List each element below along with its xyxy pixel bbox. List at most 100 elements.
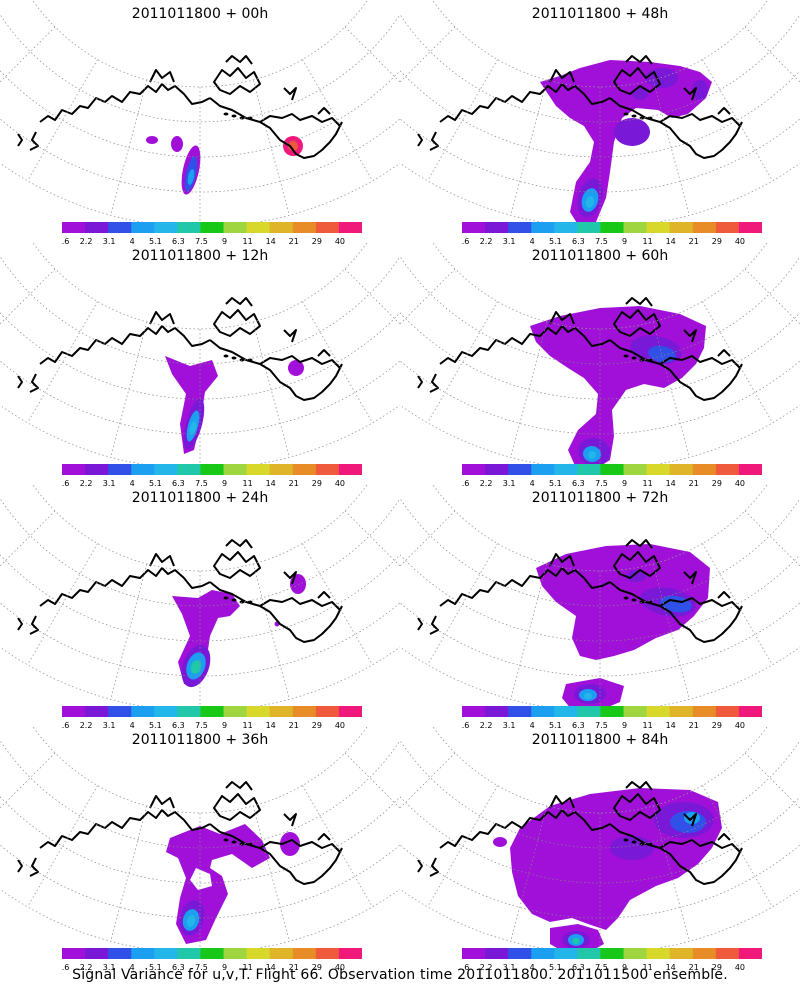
colorbar-tick-label: 7.5: [195, 963, 208, 972]
colorbar-swatch: [223, 706, 248, 717]
colorbar-swatch: [200, 222, 225, 233]
colorbar-tick-label: 1.6: [62, 721, 69, 730]
colorbar-tick-label: 21: [289, 479, 299, 488]
colorbar-swatch: [62, 706, 86, 717]
colorbar-swatch: [338, 222, 362, 233]
colorbar-swatch: [646, 706, 671, 717]
colorbar-swatch: [177, 706, 201, 717]
colorbar-tick-label: 21: [289, 237, 299, 246]
variance-contour: [588, 451, 596, 459]
variance-field: [165, 356, 304, 454]
variance-contour: [610, 836, 654, 860]
variance-contour: [146, 136, 158, 144]
colorbar-tick-label: 11: [243, 963, 253, 972]
colorbar-swatch: [108, 464, 132, 475]
colorbar-swatch: [223, 222, 248, 233]
map-panel-00h: 2011011800 + 00h 1.62.23.145.16.37.59111…: [0, 0, 400, 246]
colorbar-tick-label: 9: [622, 237, 627, 246]
colorbar-tick-label: 29: [312, 963, 322, 972]
colorbar-swatch: [531, 948, 555, 959]
colorbar-tick-label: 1.6: [462, 963, 469, 972]
colorbar-swatch: [623, 464, 648, 475]
figure-caption: Signal Variance for u,v,T. Flight 66. Ob…: [72, 967, 728, 983]
map-panel-48h: 2011011800 + 48h 1.62.23.145.16.37.59111…: [400, 0, 800, 246]
colorbar-swatch: [246, 222, 271, 233]
colorbar-swatch: [531, 464, 555, 475]
colorbar-swatch: [462, 464, 486, 475]
colorbar-tick-label: 4: [530, 237, 535, 246]
colorbar-tick-label: 4: [130, 479, 135, 488]
colorbar-swatch: [246, 948, 271, 959]
colorbar-tick-label: 7.5: [595, 479, 608, 488]
colorbar-tick-label: 2.2: [480, 963, 493, 972]
colorbar-tick-label: 3.1: [103, 963, 116, 972]
variance-map: [400, 484, 800, 712]
map-graticule: [0, 484, 400, 712]
colorbar-swatch: [577, 948, 601, 959]
variance-map: [400, 242, 800, 470]
variance-contour: [523, 869, 533, 875]
colorbar-tick-label: 3.1: [103, 237, 116, 246]
colorbar-legend: 1.6 2.2 3.1 4 5.1 6.3 7.5 9 11 14 21 29 40: [462, 706, 762, 730]
panel-title: 2011011800 + 36h: [131, 732, 269, 748]
colorbar-swatch: [577, 222, 601, 233]
colorbar-swatch: [315, 706, 340, 717]
colorbar-legend: 1.6 2.2 3.1 4 5.1 6.3 7.5 9 11 14 21 29 40: [62, 948, 362, 972]
colorbar-tick-label: 9: [222, 721, 227, 730]
variance-contour: [280, 832, 300, 856]
colorbar-swatch: [177, 948, 201, 959]
colorbar-tick-label: 40: [335, 963, 345, 972]
colorbar-tick-label: 3.1: [503, 721, 516, 730]
colorbar-swatch: [692, 706, 717, 717]
colorbar-swatch: [108, 222, 132, 233]
colorbar-swatch: [554, 706, 578, 717]
colorbar-swatch: [223, 464, 248, 475]
colorbar-swatch: [269, 464, 294, 475]
colorbar-swatch: [223, 948, 248, 959]
colorbar-tick-label: 21: [689, 963, 699, 972]
colorbar-tick-label: 14: [266, 237, 276, 246]
colorbar-legend: 1.6 2.2 3.1 4 5.1 6.3 7.5 9 11 14 21 29 40: [462, 948, 762, 972]
colorbar-swatch: [554, 222, 578, 233]
colorbar-swatch: [462, 706, 486, 717]
colorbar-swatch: [554, 948, 578, 959]
colorbar-tick-label: 29: [712, 721, 722, 730]
colorbar-tick-label: 4: [130, 963, 135, 972]
panel-title: 2011011800 + 60h: [531, 248, 669, 264]
colorbar-swatch: [715, 222, 740, 233]
colorbar-swatch: [738, 464, 762, 475]
colorbar-swatch: [292, 948, 317, 959]
colorbar-swatch: [738, 222, 762, 233]
colorbar-tick-label: 14: [666, 479, 676, 488]
variance-field: [172, 574, 306, 688]
colorbar-tick-label: 1.6: [62, 237, 69, 246]
colorbar-tick-label: 1.6: [462, 721, 469, 730]
colorbar-tick-label: 6.3: [172, 479, 185, 488]
colorbar-tick-label: 5.1: [149, 479, 162, 488]
colorbar-swatch: [85, 222, 109, 233]
colorbar-tick-label: 29: [312, 721, 322, 730]
colorbar-swatch: [131, 464, 155, 475]
colorbar-tick-label: 2.2: [480, 237, 493, 246]
colorbar-legend: 1.6 2.2 3.1 4 5.1 6.3 7.5 9 11 14 21 29 40: [62, 464, 362, 488]
variance-contour: [493, 837, 507, 847]
colorbar-tick-label: 3.1: [103, 479, 116, 488]
colorbar-swatch: [154, 222, 178, 233]
colorbar-swatch: [108, 706, 132, 717]
colorbar-tick-label: 14: [266, 963, 276, 972]
colorbar-swatch: [669, 706, 694, 717]
colorbar-swatch: [62, 222, 86, 233]
variance-map: [400, 726, 800, 954]
colorbar-tick-label: 7.5: [595, 963, 608, 972]
colorbar-tick-label: 2.2: [480, 721, 493, 730]
variance-map: [400, 0, 800, 228]
panel-title: 2011011800 + 00h: [131, 6, 269, 22]
colorbar-swatch: [669, 464, 694, 475]
colorbar-tick-label: 1.6: [462, 479, 469, 488]
colorbar-tick-label: 21: [689, 721, 699, 730]
colorbar-tick-label: 6.3: [172, 721, 185, 730]
colorbar-tick-label: 40: [735, 237, 745, 246]
colorbar-swatch: [692, 948, 717, 959]
colorbar-tick-label: 5.1: [549, 479, 562, 488]
colorbar-tick-label: 6.3: [572, 963, 585, 972]
